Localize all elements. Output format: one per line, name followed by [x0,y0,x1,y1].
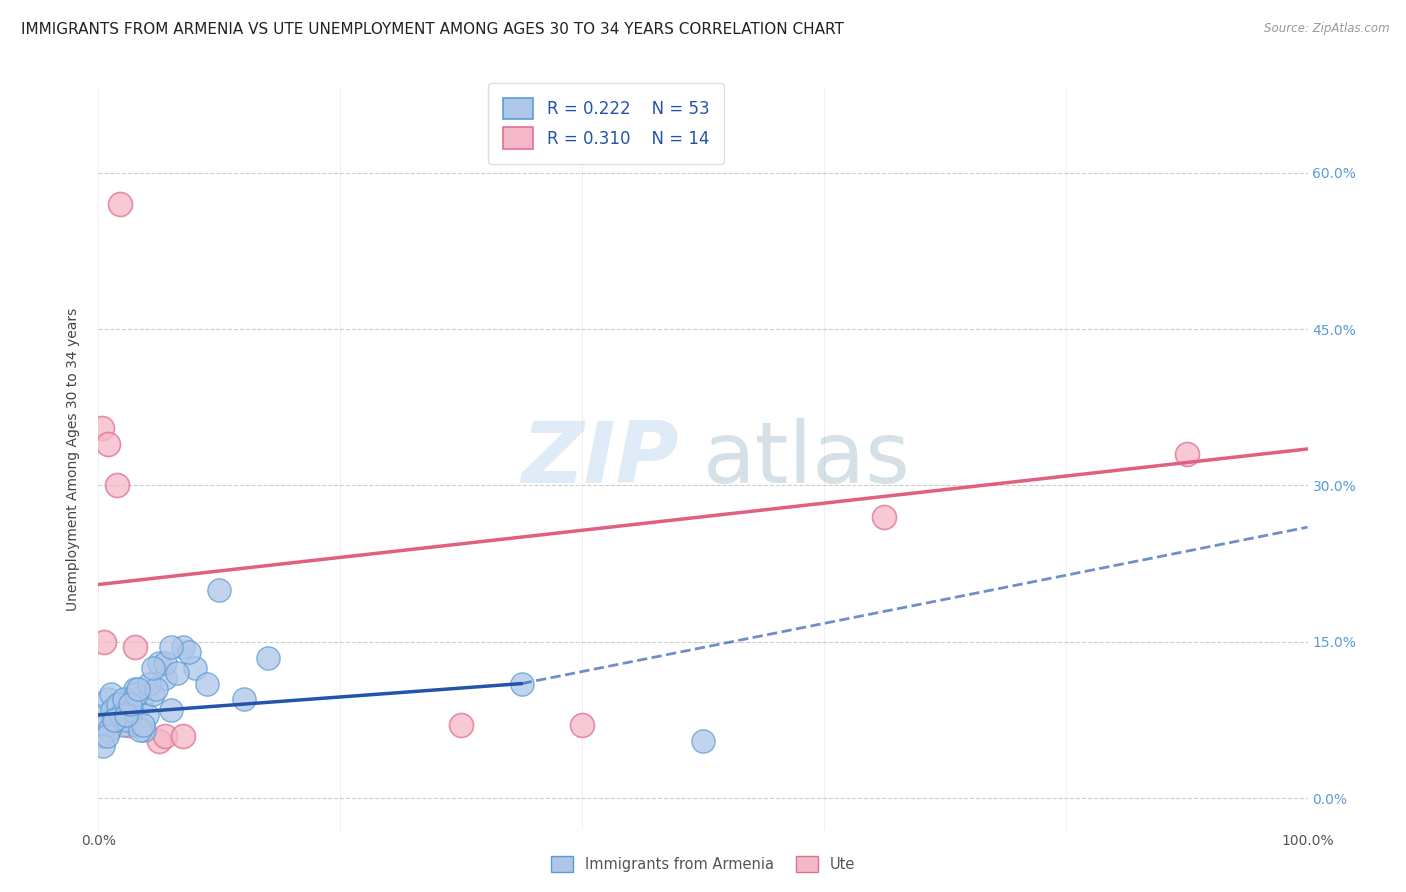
Point [118,698,141,712]
Point [128,723,150,738]
Text: ZIP: ZIP [522,417,679,501]
Point [124,640,146,654]
Point [115,707,138,722]
Point [172,729,194,743]
Point [101,713,124,727]
Point [134,723,156,738]
Point [135,707,157,722]
Point [96,729,118,743]
Point [97,692,120,706]
Point [208,582,231,597]
Point [172,640,194,654]
Point [153,729,176,743]
Point [873,509,896,524]
Text: Source: ZipAtlas.com: Source: ZipAtlas.com [1264,22,1389,36]
Point [110,707,132,722]
Point [184,661,207,675]
Point [105,478,128,492]
Point [179,645,201,659]
Point [120,703,142,717]
Point [153,656,176,670]
Legend: R = 0.222    N = 53, R = 0.310    N = 14: R = 0.222 N = 53, R = 0.310 N = 14 [488,83,724,164]
Point [118,718,141,732]
Point [94,718,117,732]
Point [692,734,714,748]
Point [97,436,120,450]
Text: IMMIGRANTS FROM ARMENIA VS UTE UNEMPLOYMENT AMONG AGES 30 TO 34 YEARS CORRELATIO: IMMIGRANTS FROM ARMENIA VS UTE UNEMPLOYM… [21,22,844,37]
Point [98,723,121,738]
Point [91,739,114,753]
Point [142,687,165,701]
Point [91,421,114,435]
Point [121,703,143,717]
Point [103,713,125,727]
Point [160,640,183,654]
Point [111,718,134,732]
Point [112,692,135,706]
Y-axis label: Unemployment Among Ages 30 to 34 years: Unemployment Among Ages 30 to 34 years [66,308,80,611]
Point [132,718,155,732]
Point [127,681,149,696]
Point [510,676,533,690]
Point [129,698,152,712]
Point [93,707,115,722]
Point [104,713,127,727]
Point [256,650,278,665]
Point [145,681,167,696]
Point [142,661,165,675]
Point [105,703,128,717]
Point [160,703,183,717]
Point [450,718,472,732]
Point [124,681,146,696]
Point [108,698,131,712]
Legend: Immigrants from Armenia, Ute: Immigrants from Armenia, Ute [546,850,860,878]
Point [91,729,114,743]
Point [1175,447,1198,461]
Point [108,197,131,211]
Point [100,703,122,717]
Point [148,734,170,748]
Point [127,718,149,732]
Point [195,676,218,690]
Point [153,671,176,685]
Point [148,656,170,670]
Point [571,718,593,732]
Point [100,687,122,701]
Point [125,687,148,701]
Point [166,666,188,681]
Point [138,676,160,690]
Point [107,698,129,712]
Point [118,692,141,706]
Point [232,692,254,706]
Point [93,635,115,649]
Point [114,707,136,722]
Point [117,713,139,727]
Text: atlas: atlas [703,417,911,501]
